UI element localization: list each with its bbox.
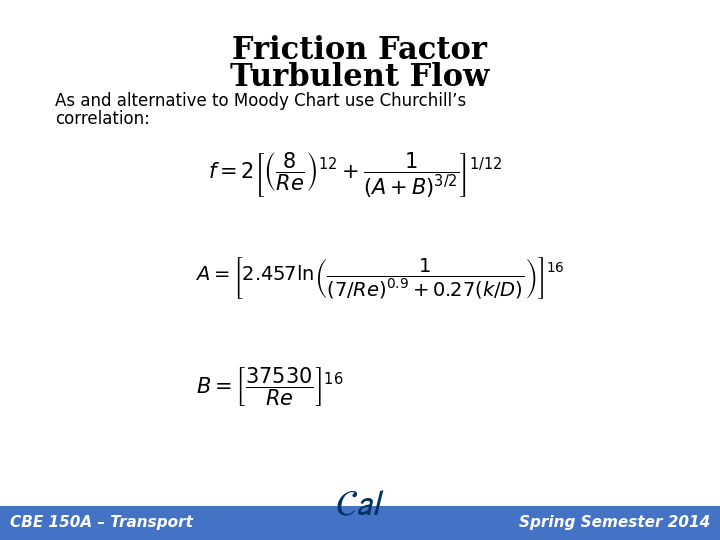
Text: Friction Factor: Friction Factor: [233, 35, 487, 66]
Text: As and alternative to Moody Chart use Churchill’s: As and alternative to Moody Chart use Ch…: [55, 92, 467, 110]
Text: CBE 150A – Transport: CBE 150A – Transport: [10, 516, 193, 530]
Bar: [0, 506, 720, 540]
Text: $B = \left[\dfrac{37530}{Re}\right]^{16}$: $B = \left[\dfrac{37530}{Re}\right]^{16}…: [196, 365, 344, 408]
Text: $f = 2\left[\left(\dfrac{8}{Re}\right)^{12} + \dfrac{1}{\left(A+B\right)^{3/2}}\: $f = 2\left[\left(\dfrac{8}{Re}\right)^{…: [207, 150, 503, 200]
Text: $A = \left[2.457\ln\!\left(\dfrac{1}{\left(7/Re\right)^{0.9}+0.27\left(k/D\right: $A = \left[2.457\ln\!\left(\dfrac{1}{\le…: [195, 255, 564, 301]
Text: $\mathcal{Cal}$: $\mathcal{Cal}$: [335, 488, 385, 522]
Text: Spring Semester 2014: Spring Semester 2014: [518, 516, 710, 530]
Text: correlation:: correlation:: [55, 110, 150, 128]
Text: Turbulent Flow: Turbulent Flow: [230, 62, 490, 93]
